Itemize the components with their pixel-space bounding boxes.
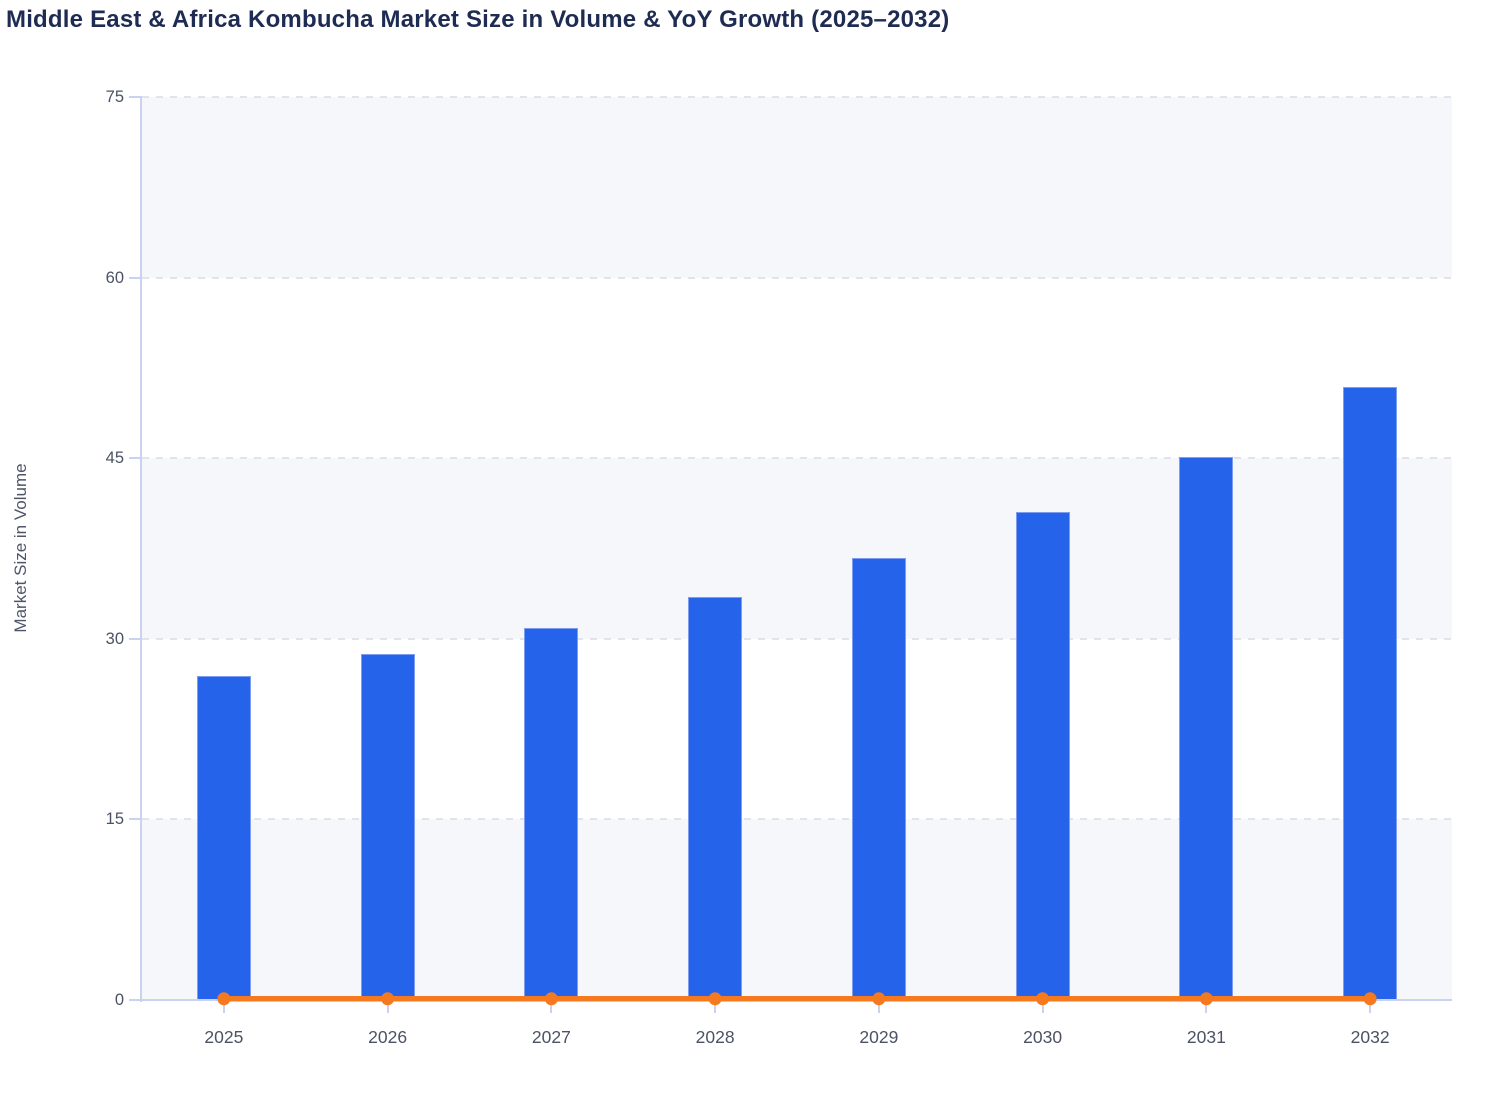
y-tick-label-0: 0 [114,991,124,1009]
yoy-marker-2032[interactable] [1363,992,1377,1006]
x-tick-mark [714,1000,717,1013]
yoy-marker-2031[interactable] [1199,992,1213,1006]
chart-title: Middle East & Africa Kombucha Market Siz… [6,6,950,33]
x-tick-label-2032: 2032 [1350,1027,1390,1047]
plot-band [142,819,1452,1000]
y-gridline [142,96,1452,98]
bar-2027[interactable] [524,627,579,1000]
plot-band [142,458,1452,639]
x-tick-label-2028: 2028 [695,1027,735,1047]
bar-2026[interactable] [360,654,415,1000]
y-tick-mark [129,276,142,279]
x-tick-label-2031: 2031 [1186,1027,1226,1047]
y-tick-label-75: 75 [105,88,124,106]
x-tick-mark [1041,1000,1044,1013]
y-tick-mark [129,96,142,98]
y-tick-label-60: 60 [105,268,124,287]
x-tick-mark [222,1000,225,1013]
x-tick-label-2027: 2027 [531,1027,571,1047]
bar-2025[interactable] [196,676,251,1000]
yoy-growth-layer [217,992,1377,1006]
x-tick-label-2029: 2029 [859,1027,899,1047]
bar-2028[interactable] [688,596,743,1000]
x-tick-mark [1369,1000,1372,1013]
bar-2030[interactable] [1015,512,1070,1000]
y-gridline [142,457,1452,460]
y-tick-label-15: 15 [105,810,124,829]
x-tick-mark [1205,1000,1208,1013]
yoy-marker-2026[interactable] [381,992,395,1006]
x-tick-mark [550,1000,553,1013]
x-tick-label-2030: 2030 [1023,1027,1063,1047]
plot-band [142,97,1452,278]
yoy-marker-2025[interactable] [217,992,231,1006]
y-tick-mark [129,999,142,1001]
bar-2029[interactable] [851,558,906,1000]
y-tick-mark [129,818,142,821]
y-axis-line [140,97,142,1002]
x-tick-mark [386,1000,389,1013]
yoy-marker-2030[interactable] [1036,992,1050,1006]
yoy-marker-2027[interactable] [544,992,558,1006]
x-tick-label-2026: 2026 [368,1027,408,1047]
bar-2032[interactable] [1343,387,1398,1000]
y-tick-mark [129,457,142,460]
y-tick-label-45: 45 [105,449,124,468]
y-gridline [142,818,1452,821]
yoy-marker-2028[interactable] [708,992,722,1006]
plot-area [142,96,1452,1006]
x-tick-label-2025: 2025 [204,1027,244,1047]
y-tick-label-30: 30 [105,629,124,648]
y-tick-mark [129,637,142,640]
y-axis-title: Market Size in Volume [11,463,30,633]
x-tick-mark [877,1000,880,1013]
bar-2031[interactable] [1179,456,1234,1000]
yoy-marker-2029[interactable] [872,992,886,1006]
y-gridline [142,276,1452,279]
y-gridline [142,637,1452,640]
